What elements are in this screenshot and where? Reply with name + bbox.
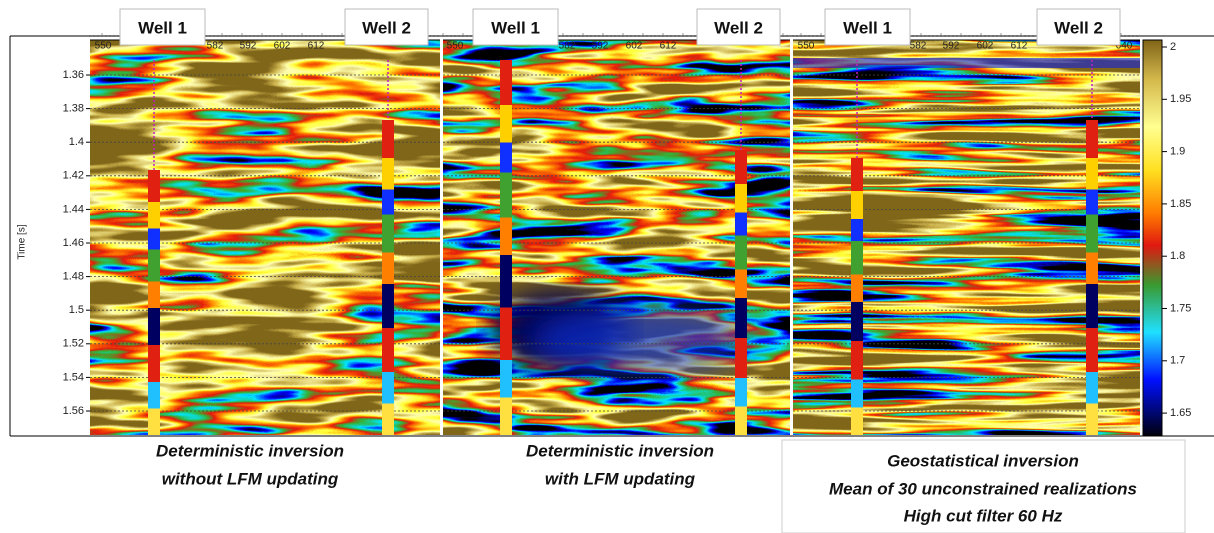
x-tick-label: 550 [798, 41, 815, 52]
y-tick-label: 1.56 [63, 405, 84, 417]
x-tick-label: 602 [626, 41, 643, 52]
y-tick-label: 1.38 [63, 103, 84, 115]
caption: without LFM updating [162, 469, 339, 488]
x-tick-label: 602 [274, 41, 291, 52]
well-log [735, 150, 747, 435]
caption: High cut filter 60 Hz [904, 506, 1063, 525]
well-label: Well 1 [138, 18, 187, 37]
well-log [500, 60, 512, 435]
figure: Time [s] 1.36 1.38 1.4 1.42 1.44 1.46 1.48 1.5 1… [0, 0, 1214, 533]
colorbar-label: 2 [1170, 41, 1176, 53]
y-tick-label: 1.48 [63, 271, 84, 283]
panel-edge [793, 58, 1140, 68]
y-tick-label: 1.52 [63, 338, 84, 350]
colorbar [1143, 40, 1162, 435]
colorbar-label: 1.85 [1170, 198, 1191, 210]
colorbar-label: 1.75 [1170, 302, 1191, 314]
y-tick-label: 1.42 [63, 170, 84, 182]
well-label: Well 2 [1054, 18, 1103, 37]
x-tick-label: 612 [308, 41, 325, 52]
x-tick-label: 582 [910, 41, 927, 52]
colorbar-label: 1.9 [1170, 146, 1185, 158]
y-tick-label: 1.44 [63, 203, 84, 215]
y-tick-label: 1.5 [69, 304, 84, 316]
colorbar-label: 1.7 [1170, 355, 1185, 367]
y-tick-label: 1.36 [63, 69, 84, 81]
colorbar-label: 1.8 [1170, 250, 1185, 262]
y-axis-label: Time [s] [17, 224, 28, 259]
colorbar-label: 1.65 [1170, 407, 1191, 419]
caption: Mean of 30 unconstrained realizations [829, 479, 1137, 498]
well-label: Well 1 [843, 18, 892, 37]
caption: Geostatistical inversion [887, 451, 1079, 470]
caption: Deterministic inversion [526, 441, 714, 460]
y-tick-label: 1.4 [69, 136, 84, 148]
low-anomaly [530, 305, 750, 375]
x-tick-label: 592 [240, 41, 257, 52]
well-log [851, 158, 863, 435]
x-tick-label: 592 [592, 41, 609, 52]
x-tick-label: 612 [1011, 41, 1028, 52]
well-log [148, 170, 160, 435]
well-log [382, 120, 394, 435]
colorbar-label: 1.95 [1170, 93, 1191, 105]
x-tick-label: 612 [660, 41, 677, 52]
x-tick-label: 582 [559, 41, 576, 52]
caption: with LFM updating [545, 469, 696, 488]
x-tick-label: 602 [977, 41, 994, 52]
well-log [1086, 120, 1098, 435]
x-tick-label: 582 [207, 41, 224, 52]
x-tick-label: 550 [447, 41, 464, 52]
y-tick-label: 1.54 [63, 371, 84, 383]
x-tick-label: 550 [95, 41, 112, 52]
well-label: Well 2 [714, 18, 763, 37]
y-tick-label: 1.46 [63, 237, 84, 249]
caption: Deterministic inversion [156, 441, 344, 460]
well-label: Well 1 [491, 18, 540, 37]
well-label: Well 2 [362, 18, 411, 37]
x-tick-label: 592 [943, 41, 960, 52]
